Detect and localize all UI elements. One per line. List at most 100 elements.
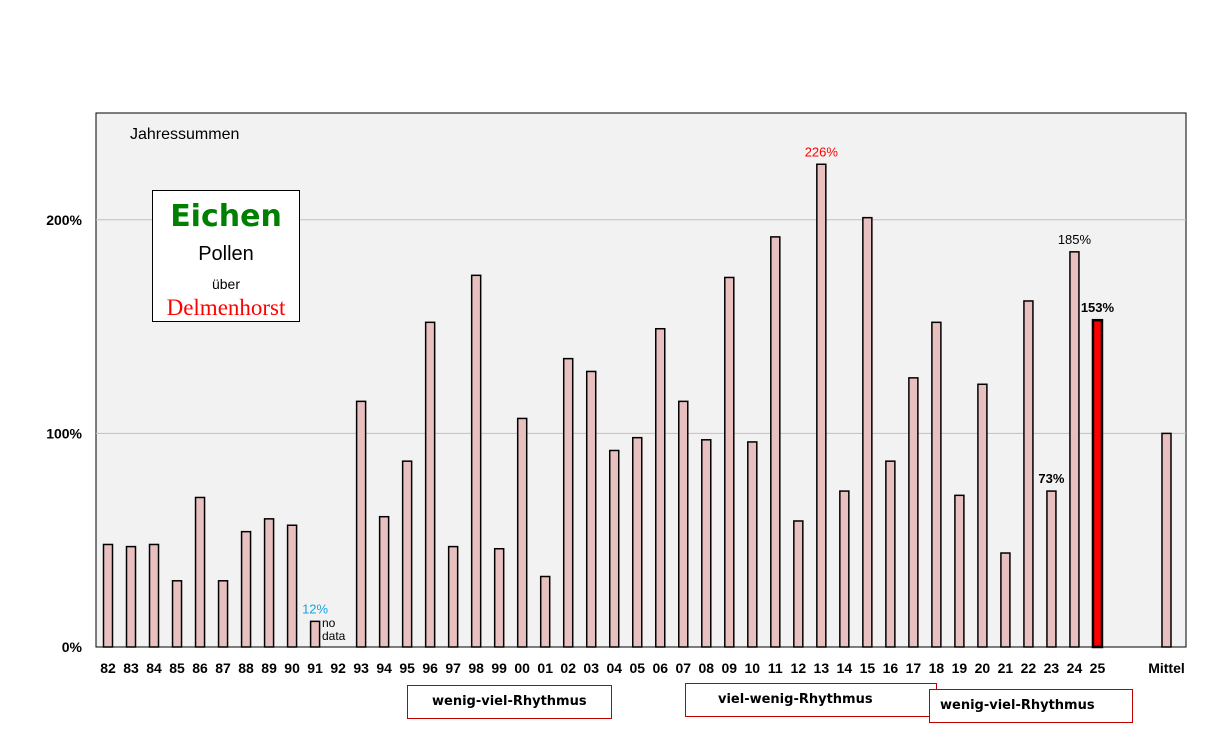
x-tick-label: 96	[422, 660, 438, 676]
pollen-label: Pollen	[198, 243, 254, 265]
no-data-note: no data	[322, 617, 345, 643]
bar	[171, 580, 183, 648]
x-tick-label: 11	[768, 660, 783, 676]
bar	[355, 400, 367, 648]
x-tick-label: 89	[261, 660, 277, 676]
bar	[378, 515, 390, 648]
x-tick-label: 22	[1021, 660, 1037, 676]
bar	[1161, 432, 1172, 648]
data-label: 73%	[1038, 471, 1064, 486]
x-tick-label: 07	[675, 660, 691, 676]
x-tick-label: 13	[814, 660, 830, 676]
x-tick-label: 85	[169, 660, 185, 676]
y-axis-ticks: 0% 100% 200%	[46, 212, 82, 655]
preposition-label: über	[211, 276, 241, 292]
data-labels: 12% 226% 73% 185% 153%	[302, 144, 1114, 616]
bar	[539, 575, 551, 648]
x-tick-label: 25	[1090, 660, 1106, 676]
bar	[424, 321, 436, 648]
x-tick-label: 84	[146, 660, 162, 676]
x-tick-label: 06	[652, 660, 668, 676]
x-tick-label: 09	[722, 660, 738, 676]
chart-corner-title: Jahressummen	[130, 126, 239, 143]
x-tick-label: 98	[468, 660, 484, 676]
data-label: 153%	[1081, 300, 1115, 315]
x-tick-label: 20	[975, 660, 991, 676]
bar	[724, 276, 735, 648]
bar	[862, 216, 873, 648]
bar	[585, 370, 597, 648]
bar	[655, 327, 666, 648]
bar	[678, 400, 689, 648]
bar	[263, 518, 275, 648]
period-label-3: wenig-viel-Rhythmus	[940, 698, 1095, 713]
bar	[286, 524, 298, 648]
data-label: 185%	[1058, 232, 1092, 247]
bar	[562, 357, 574, 648]
y-tick-label: 0%	[62, 639, 83, 655]
bar	[240, 530, 252, 648]
bar	[148, 543, 160, 648]
x-tick-label: 88	[238, 660, 254, 676]
bar	[977, 383, 988, 648]
bar	[1069, 251, 1080, 648]
no-data-line-1: no	[322, 616, 336, 630]
x-tick-label: 24	[1067, 660, 1083, 676]
x-tick-label: 18	[929, 660, 945, 676]
x-tick-label: 99	[491, 660, 507, 676]
x-tick-label: 03	[583, 660, 599, 676]
x-tick-label: 90	[284, 660, 300, 676]
x-tick-label: 95	[399, 660, 415, 676]
bar	[401, 460, 413, 648]
x-tick-label: 94	[376, 660, 392, 676]
x-tick-label: 16	[883, 660, 899, 676]
x-tick-label: 93	[353, 660, 369, 676]
bar	[885, 460, 896, 648]
bar	[309, 620, 321, 648]
bar	[125, 545, 137, 648]
city-name: Delmenhorst	[166, 295, 286, 320]
bar	[516, 417, 528, 648]
bar	[194, 496, 206, 648]
data-label: 226%	[805, 144, 839, 159]
x-tick-label: 19	[952, 660, 968, 676]
x-tick-label: 12	[791, 660, 807, 676]
y-tick-label: 100%	[46, 425, 82, 441]
bar	[631, 436, 643, 648]
x-tick-label: 01	[537, 660, 553, 676]
x-tick-label: 05	[629, 660, 645, 676]
bar	[770, 236, 781, 648]
bar	[102, 543, 114, 648]
x-tick-label: 83	[123, 660, 139, 676]
bar	[816, 163, 827, 648]
bar	[217, 580, 229, 648]
bars	[102, 163, 1172, 649]
x-tick-label: 91	[307, 660, 323, 676]
x-tick-label: 02	[560, 660, 576, 676]
bar	[493, 547, 505, 648]
period-box-1: wenig-viel-Rhythmus	[407, 685, 612, 719]
x-tick-label: 08	[698, 660, 714, 676]
bar	[470, 274, 482, 648]
data-label: 12%	[302, 601, 328, 616]
x-tick-label: 92	[330, 660, 346, 676]
period-label-1: wenig-viel-Rhythmus	[432, 694, 587, 709]
info-box: Eichen Pollen über Delmenhorst	[152, 190, 300, 322]
x-tick-label: 10	[745, 660, 761, 676]
bar	[1000, 552, 1011, 648]
x-tick-label: 82	[100, 660, 116, 676]
period-label-2: viel-wenig-Rhythmus	[718, 692, 873, 707]
y-tick-label: 200%	[46, 212, 82, 228]
bar	[1046, 490, 1057, 648]
period-box-2: viel-wenig-Rhythmus	[685, 683, 937, 717]
bar	[701, 439, 712, 648]
bar	[908, 377, 919, 648]
x-tick-label: 04	[606, 660, 622, 676]
bar	[793, 520, 804, 648]
x-tick-label: 00	[514, 660, 530, 676]
x-tick-label: 86	[192, 660, 208, 676]
x-tick-label: 15	[860, 660, 876, 676]
x-tick-label: 17	[906, 660, 922, 676]
bar	[747, 441, 758, 648]
